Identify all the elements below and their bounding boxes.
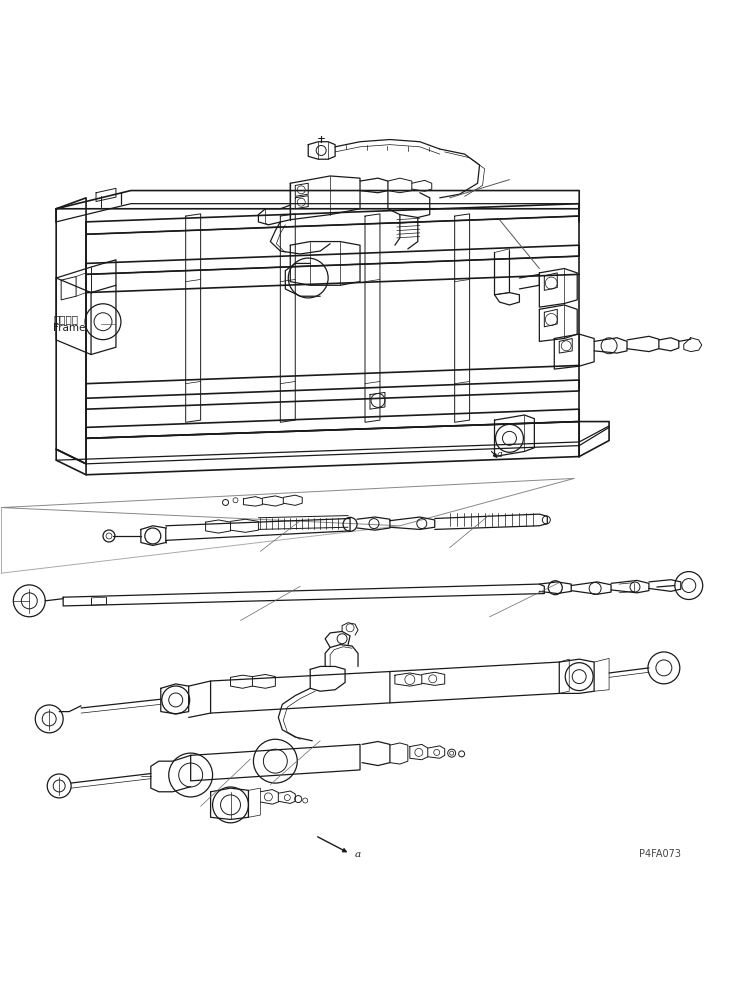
Text: フレーム: フレーム [54,314,78,324]
Text: a: a [496,450,502,459]
Text: P4FA073: P4FA073 [639,850,681,860]
Text: a: a [355,851,361,860]
Text: Frame: Frame [54,324,86,334]
